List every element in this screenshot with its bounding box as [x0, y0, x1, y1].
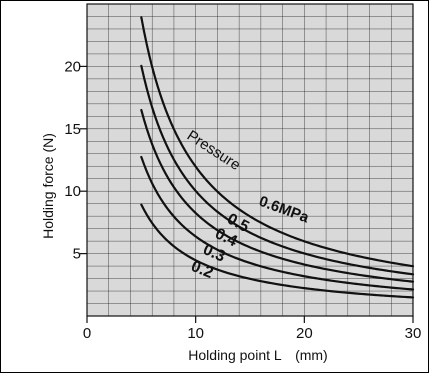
x-axis-title-group: Holding point L (mm)	[188, 347, 327, 363]
y-tick-label: 5	[73, 246, 81, 263]
x-tick-label: 20	[296, 325, 313, 342]
series-line-02	[140, 203, 415, 299]
x-tick-label: 30	[405, 325, 422, 342]
series-line-04	[140, 108, 415, 283]
y-tick-label: 15	[64, 121, 81, 138]
axis-ticks	[80, 65, 414, 323]
y-tick-label: 20	[64, 58, 81, 75]
y-tick-label: 10	[64, 183, 81, 200]
tick-labels: 0 10 20 30 5 10 15 20	[64, 58, 421, 342]
plot-area	[87, 4, 413, 316]
y-axis-title: Holding force (N)	[40, 133, 56, 239]
x-tick-label: 10	[187, 325, 204, 342]
x-axis-unit: (mm)	[295, 347, 328, 363]
grid-lines	[86, 3, 414, 317]
plot-border	[86, 3, 414, 317]
x-tick-label: 0	[83, 325, 91, 342]
x-axis-title: Holding point L	[188, 347, 282, 363]
series-line-03	[140, 155, 415, 291]
series-line-05	[140, 64, 415, 276]
series-line-06MPa	[140, 16, 415, 268]
pressure-curves	[140, 16, 415, 299]
